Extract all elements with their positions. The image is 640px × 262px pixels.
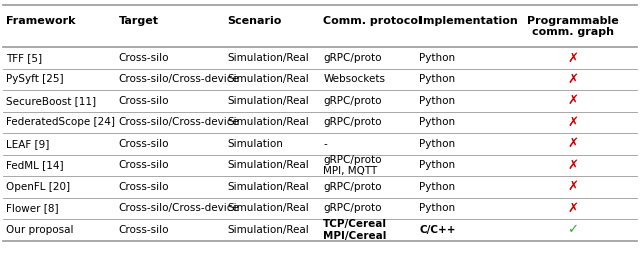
Text: Cross-silo/Cross-device: Cross-silo/Cross-device [118, 74, 239, 84]
Text: SecureBoost [11]: SecureBoost [11] [6, 96, 97, 106]
Text: Cross-silo/Cross-device: Cross-silo/Cross-device [118, 117, 239, 127]
Text: gRPC/proto: gRPC/proto [323, 203, 381, 213]
Text: OpenFL [20]: OpenFL [20] [6, 182, 70, 192]
Text: Simulation/Real: Simulation/Real [227, 203, 309, 213]
Text: Comm. protocol: Comm. protocol [323, 16, 422, 26]
Text: Python: Python [419, 160, 455, 170]
Text: Scenario: Scenario [227, 16, 282, 26]
Text: -: - [323, 139, 327, 149]
Text: Cross-silo: Cross-silo [118, 160, 169, 170]
Text: ✗: ✗ [567, 180, 579, 193]
Text: ✗: ✗ [567, 116, 579, 129]
Text: TCP/Cereal
MPI/Cereal: TCP/Cereal MPI/Cereal [323, 219, 387, 241]
Text: Cross-silo: Cross-silo [118, 96, 169, 106]
Text: Python: Python [419, 139, 455, 149]
Text: FedML [14]: FedML [14] [6, 160, 64, 170]
Text: Simulation/Real: Simulation/Real [227, 160, 309, 170]
Text: Simulation/Real: Simulation/Real [227, 96, 309, 106]
Text: LEAF [9]: LEAF [9] [6, 139, 50, 149]
Text: Cross-silo/Cross-device: Cross-silo/Cross-device [118, 203, 239, 213]
Text: Python: Python [419, 53, 455, 63]
Text: FederatedScope [24]: FederatedScope [24] [6, 117, 115, 127]
Text: Python: Python [419, 74, 455, 84]
Text: PySyft [25]: PySyft [25] [6, 74, 64, 84]
Text: Simulation/Real: Simulation/Real [227, 225, 309, 235]
Text: Simulation/Real: Simulation/Real [227, 74, 309, 84]
Text: ✗: ✗ [567, 94, 579, 107]
Text: Python: Python [419, 182, 455, 192]
Text: Programmable
comm. graph: Programmable comm. graph [527, 16, 619, 37]
Text: ✓: ✓ [567, 223, 579, 236]
Text: gRPC/proto: gRPC/proto [323, 182, 381, 192]
Text: Target: Target [118, 16, 159, 26]
Text: Cross-silo: Cross-silo [118, 53, 169, 63]
Text: Python: Python [419, 203, 455, 213]
Text: Python: Python [419, 117, 455, 127]
Text: C/C++: C/C++ [419, 225, 456, 235]
Text: ✗: ✗ [567, 159, 579, 172]
Text: gRPC/proto: gRPC/proto [323, 117, 381, 127]
Text: Framework: Framework [6, 16, 76, 26]
Text: Simulation/Real: Simulation/Real [227, 117, 309, 127]
Text: Cross-silo: Cross-silo [118, 139, 169, 149]
Text: ✗: ✗ [567, 73, 579, 86]
Text: Simulation: Simulation [227, 139, 283, 149]
Text: Cross-silo: Cross-silo [118, 182, 169, 192]
Text: Python: Python [419, 96, 455, 106]
Text: gRPC/proto: gRPC/proto [323, 96, 381, 106]
Text: Our proposal: Our proposal [6, 225, 74, 235]
Text: Simulation/Real: Simulation/Real [227, 182, 309, 192]
Text: ✗: ✗ [567, 137, 579, 150]
Text: Cross-silo: Cross-silo [118, 225, 169, 235]
Text: TFF [5]: TFF [5] [6, 53, 42, 63]
Text: Simulation/Real: Simulation/Real [227, 53, 309, 63]
Text: Websockets: Websockets [323, 74, 385, 84]
Text: gRPC/proto: gRPC/proto [323, 53, 381, 63]
Text: gRPC/proto
MPI, MQTT: gRPC/proto MPI, MQTT [323, 155, 381, 176]
Text: Implementation: Implementation [419, 16, 518, 26]
Text: ✗: ✗ [567, 202, 579, 215]
Text: ✗: ✗ [567, 51, 579, 64]
Text: Flower [8]: Flower [8] [6, 203, 59, 213]
